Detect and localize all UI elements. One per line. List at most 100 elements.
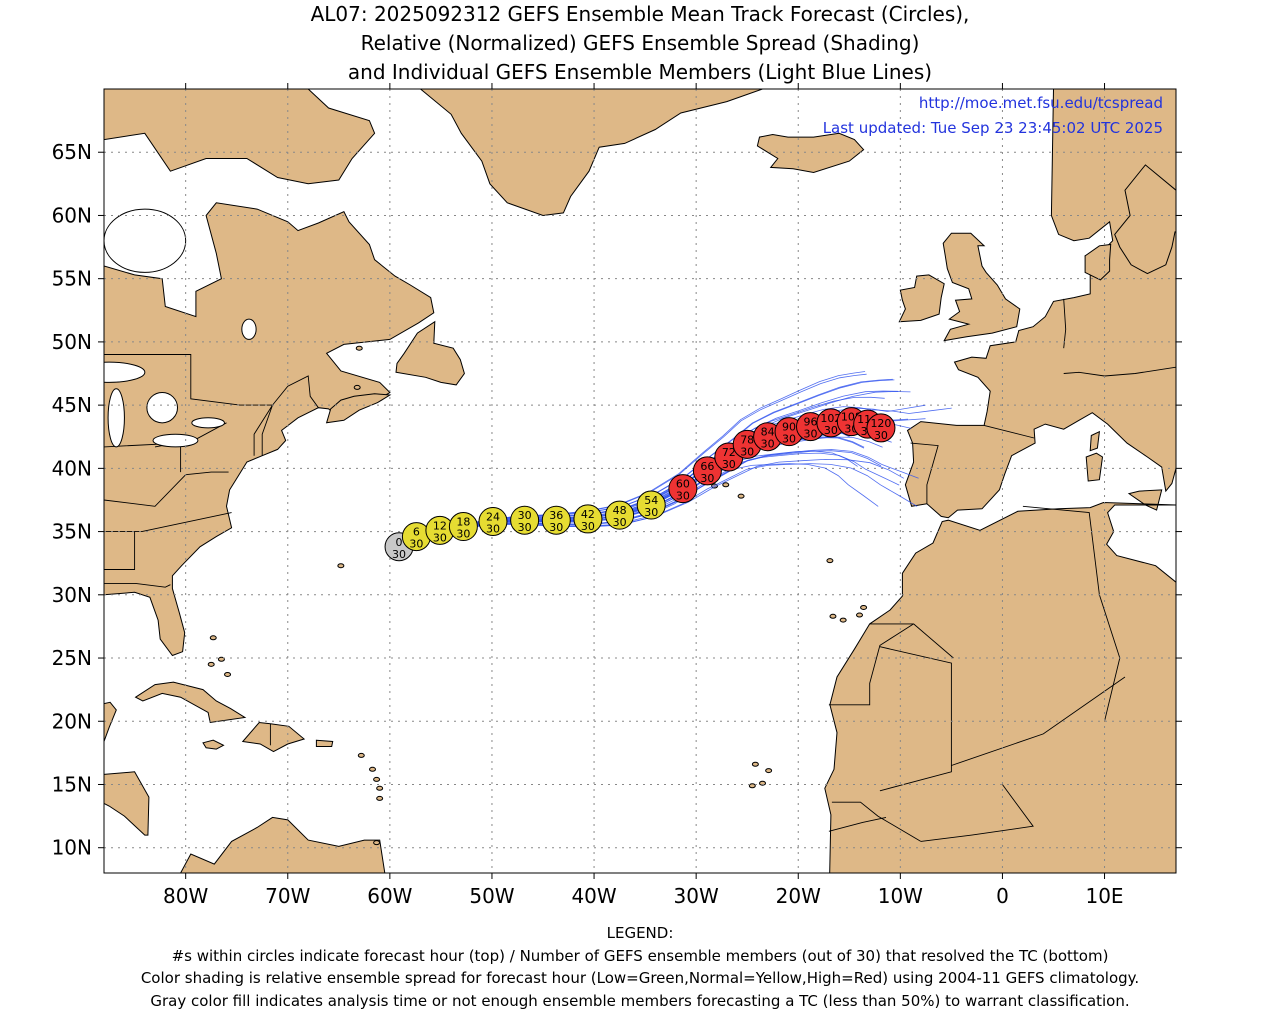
- lat-label: 65N: [52, 140, 92, 164]
- title-line-2: Relative (Normalized) GEFS Ensemble Spre…: [360, 31, 920, 55]
- forecast-hour-label: 66: [700, 460, 714, 473]
- border-9: [879, 646, 952, 792]
- track-circle: [692, 456, 722, 486]
- lon-label: 80W: [163, 884, 208, 908]
- landmass-puerto-rico: [315, 739, 334, 747]
- island-cape-verde-2: [759, 780, 767, 786]
- border-8: [951, 676, 1126, 766]
- lat-label: 20N: [52, 709, 92, 733]
- island-canary-1: [839, 617, 847, 623]
- island-bermuda: [337, 563, 345, 569]
- forecast-hour-label: 96: [803, 416, 817, 429]
- landmass-corsica: [1089, 430, 1101, 452]
- landmass-nova-scotia: [325, 393, 392, 424]
- landmass-sardinia: [1085, 452, 1104, 482]
- island-anticosti: [355, 345, 363, 351]
- credits-url[interactable]: http://moe.met.fsu.edu/tcspread: [919, 94, 1163, 112]
- forecast-hour-label: 60: [676, 478, 690, 491]
- lon-label: 50W: [469, 884, 514, 908]
- island-lesser-antilles-4: [373, 776, 381, 782]
- lat-label: 30N: [52, 583, 92, 607]
- forecast-hour-label: 12: [433, 519, 447, 532]
- lon-label: 10W: [878, 884, 923, 908]
- forecast-hour-label: 84: [761, 426, 775, 439]
- island-canary-4: [860, 604, 868, 610]
- landmass-baffin-island: [104, 89, 376, 185]
- forecast-hour-label: 102: [820, 412, 841, 425]
- member-count-label: 30: [676, 490, 690, 503]
- lat-label: 45N: [52, 393, 92, 417]
- forecast-hour-label: 18: [456, 516, 470, 529]
- forecast-hour-label: 120: [870, 417, 891, 430]
- lon-label: 0: [996, 884, 1009, 908]
- border-13: [920, 784, 1034, 842]
- border-2: [910, 442, 939, 504]
- member-count-label: 30: [409, 538, 423, 551]
- landmass-central-america: [104, 771, 150, 836]
- credits-updated: Last updated: Tue Sep 23 23:45:02 UTC 20…: [823, 119, 1163, 137]
- title-line-1: AL07: 2025092312 GEFS Ensemble Mean Trac…: [310, 2, 970, 26]
- member-count-label: 30: [613, 516, 627, 529]
- lon-label: 30W: [674, 884, 719, 908]
- border-17: [104, 442, 182, 473]
- legend-line-2: Color shading is relative ensemble sprea…: [140, 969, 1140, 987]
- member-count-label: 30: [644, 506, 658, 519]
- forecast-hour-label: 54: [644, 494, 658, 507]
- landmass-great-britain: [942, 232, 1021, 342]
- lon-label: 10E: [1085, 884, 1123, 908]
- member-count-label: 30: [549, 521, 563, 534]
- map-frame: [103, 88, 1177, 874]
- island-bahamas-2: [217, 656, 225, 662]
- legend: LEGEND: #s within circles indicate forec…: [0, 922, 1280, 1012]
- island-canary-2: [829, 613, 837, 619]
- island-azores-3: [737, 493, 745, 499]
- track-circle: [541, 505, 571, 535]
- title-line-3: and Individual GEFS Ensemble Members (Li…: [347, 60, 933, 84]
- landmass-yucatan: [104, 701, 117, 742]
- legend-heading: LEGEND:: [606, 924, 674, 942]
- legend-line-3: Gray color fill indicates analysis time …: [150, 991, 1130, 1010]
- island-madeira: [826, 558, 834, 564]
- member-count-label: 30: [700, 472, 714, 485]
- lon-label: 40W: [571, 884, 616, 908]
- track-circle: [448, 512, 478, 542]
- member-count-label: 30: [761, 438, 775, 451]
- island-canary-3: [856, 612, 864, 618]
- lake-huron: [146, 391, 179, 424]
- forecast-hour-label: 30: [518, 509, 532, 522]
- island-cape-verde-1: [751, 761, 759, 767]
- landmass-ireland: [898, 274, 945, 323]
- landmass-hispaniola: [241, 721, 306, 753]
- landmass-south-america: [104, 816, 390, 873]
- island-trinidad: [373, 840, 381, 846]
- member-count-label: 30: [803, 428, 817, 441]
- lat-label: 35N: [52, 520, 92, 544]
- chart-title: AL07: 2025092312 GEFS Ensemble Mean Trac…: [0, 0, 1280, 87]
- track-circle: [668, 474, 698, 504]
- island-bahamas-1: [207, 661, 215, 667]
- lake-ontario: [191, 417, 225, 429]
- border-3: [983, 424, 1035, 439]
- lon-label: 70W: [265, 884, 310, 908]
- border-19: [104, 531, 136, 648]
- lat-label: 40N: [52, 456, 92, 480]
- landmass-newfoundland: [395, 320, 465, 386]
- lat-label: 15N: [52, 772, 92, 796]
- lon-label: 60W: [367, 884, 412, 908]
- border-6: [869, 623, 954, 659]
- forecast-hour-label: 90: [782, 421, 796, 434]
- member-count-label: 30: [782, 433, 796, 446]
- track-circle: [573, 504, 603, 534]
- track-point: 630: [401, 522, 431, 552]
- lake-mistassini: [241, 318, 257, 340]
